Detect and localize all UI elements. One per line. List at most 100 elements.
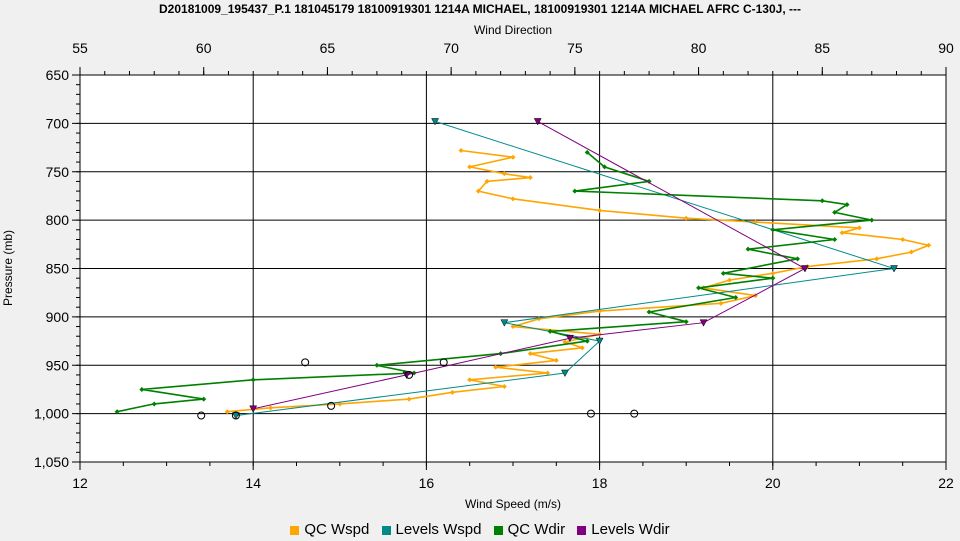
data-point-qc-wdir (584, 338, 590, 344)
marker-circle (327, 401, 336, 410)
marker-circle (586, 409, 595, 418)
y-tick-label: 800 (46, 212, 70, 228)
data-point-qc-wspd (510, 324, 516, 330)
y-tick-label: 850 (46, 261, 70, 277)
data-point-qc-wdir (584, 149, 590, 155)
legend-label: QC Wdir (507, 521, 566, 538)
data-point-qc-wdir (374, 362, 380, 368)
data-point-qc-wspd (527, 175, 533, 181)
series-line-levels-wdir (253, 120, 807, 410)
data-point-qc-wdir (602, 164, 608, 170)
data-point-qc-wdir (720, 270, 726, 276)
data-point-qc-wdir (250, 377, 256, 383)
data-point-qc-wspd (510, 196, 516, 202)
x-top-tick-label: 70 (443, 40, 459, 56)
y-axis-label: Pressure (mb) (1, 230, 15, 306)
data-point-levels-wdir (533, 118, 542, 126)
data-point-qc-wdir (201, 396, 207, 402)
x-bottom-tick-label: 18 (592, 475, 608, 491)
y-tick-label: 950 (46, 357, 70, 373)
data-point-qc-wspd (224, 409, 230, 415)
data-point-qc-wdir (139, 386, 145, 392)
data-point-qc-wdir (745, 246, 751, 252)
data-point-qc-wdir (819, 198, 825, 204)
x-bottom-tick-label: 22 (938, 475, 954, 491)
data-point-levels-wspd (561, 369, 569, 378)
data-point-qc-wspd (484, 178, 490, 184)
data-point-qc-wdir (696, 285, 702, 291)
data-point-qc-wspd (475, 188, 481, 194)
data-point-qc-wdir (869, 217, 875, 223)
data-point-qc-wdir (683, 319, 689, 325)
x-top-tick-label: 75 (567, 40, 583, 56)
x-top-tick-label: 85 (814, 40, 830, 56)
x-bottom-tick-label: 16 (419, 475, 435, 491)
data-point-qc-wspd (597, 207, 603, 213)
legend-label: QC Wspd (304, 521, 370, 538)
data-point-levels-wspd (595, 337, 604, 346)
data-point-levels-wdir (565, 334, 574, 343)
data-point-qc-wdir (770, 227, 776, 233)
data-point-qc-wspd (727, 277, 732, 283)
data-point-qc-wdir (646, 309, 652, 315)
marker-circle (630, 409, 639, 418)
data-point-levels-wdir (801, 265, 809, 273)
data-point-qc-wspd (467, 164, 473, 170)
x-bottom-tick-label: 14 (245, 475, 261, 491)
chart-title: D20181009_195437_P.1 181045179 181009193… (159, 2, 801, 16)
x-axis-label-top: Wind Direction (474, 23, 552, 37)
data-point-qc-wspd (562, 339, 568, 345)
x-bottom-tick-label: 20 (765, 475, 781, 491)
legend-swatch (381, 525, 391, 535)
x-top-tick-label: 65 (320, 40, 336, 56)
data-point-qc-wspd (874, 256, 880, 262)
marker-circle (197, 411, 206, 420)
data-point-qc-wspd (449, 389, 455, 395)
marker-circle (301, 358, 310, 367)
data-point-qc-wdir (844, 202, 850, 208)
data-point-qc-wspd (579, 345, 585, 351)
data-point-qc-wspd (839, 230, 845, 236)
data-point-qc-wspd (527, 351, 533, 357)
data-point-qc-wdir (832, 236, 838, 242)
y-tick-label: 700 (46, 115, 70, 131)
marker-circle (231, 411, 240, 420)
data-point-qc-wspd (510, 154, 516, 160)
data-point-qc-wspd (458, 147, 464, 153)
data-point-qc-wdir (151, 401, 157, 407)
y-tick-label: 900 (46, 309, 70, 325)
legend-item-qc-wspd: QC Wspd (290, 521, 369, 538)
data-point-qc-wspd (856, 225, 862, 231)
x-top-tick-label: 80 (691, 40, 707, 56)
data-point-qc-wspd (553, 357, 559, 363)
y-tick-label: 750 (46, 164, 70, 180)
x-axis-label-bottom: Wind Speed (m/s) (465, 497, 561, 511)
axes: 12 14 16 18 20 22 55 60 65 70 75 80 85 90 650 700 750 800… (34, 40, 954, 491)
data-point-qc-wspd (718, 300, 724, 306)
data-point-qc-wspd (908, 249, 914, 255)
x-top-tick-label: 60 (196, 40, 212, 56)
series-line-qc-wdir (116, 151, 872, 413)
data-point-levels-wspd (431, 118, 439, 126)
data-point-qc-wspd (493, 364, 499, 370)
x-bottom-tick-label: 12 (72, 475, 88, 491)
data-point-qc-wspd (268, 405, 274, 411)
data-point-qc-wspd (467, 377, 473, 383)
data-point-qc-wdir (832, 209, 838, 215)
data-point-qc-wspd (926, 242, 932, 248)
legend-item-levels-wdir: Levels Wdir (577, 521, 670, 538)
data-point-levels-wspd (890, 265, 898, 273)
marker-circle (405, 370, 414, 379)
data-point-qc-wspd (545, 370, 551, 376)
data-point-qc-wspd (406, 396, 412, 402)
data-point-qc-wdir (795, 256, 801, 262)
data-point-qc-wdir (646, 178, 652, 184)
data-point-qc-wdir (547, 328, 553, 334)
marker-circle (439, 358, 448, 367)
series-layer (114, 118, 932, 420)
data-point-qc-wdir (114, 409, 120, 415)
legend-item-levels-wspd: Levels Wspd (381, 521, 481, 538)
data-point-levels-wdir (699, 319, 708, 327)
x-top-tick-label: 90 (938, 40, 954, 56)
